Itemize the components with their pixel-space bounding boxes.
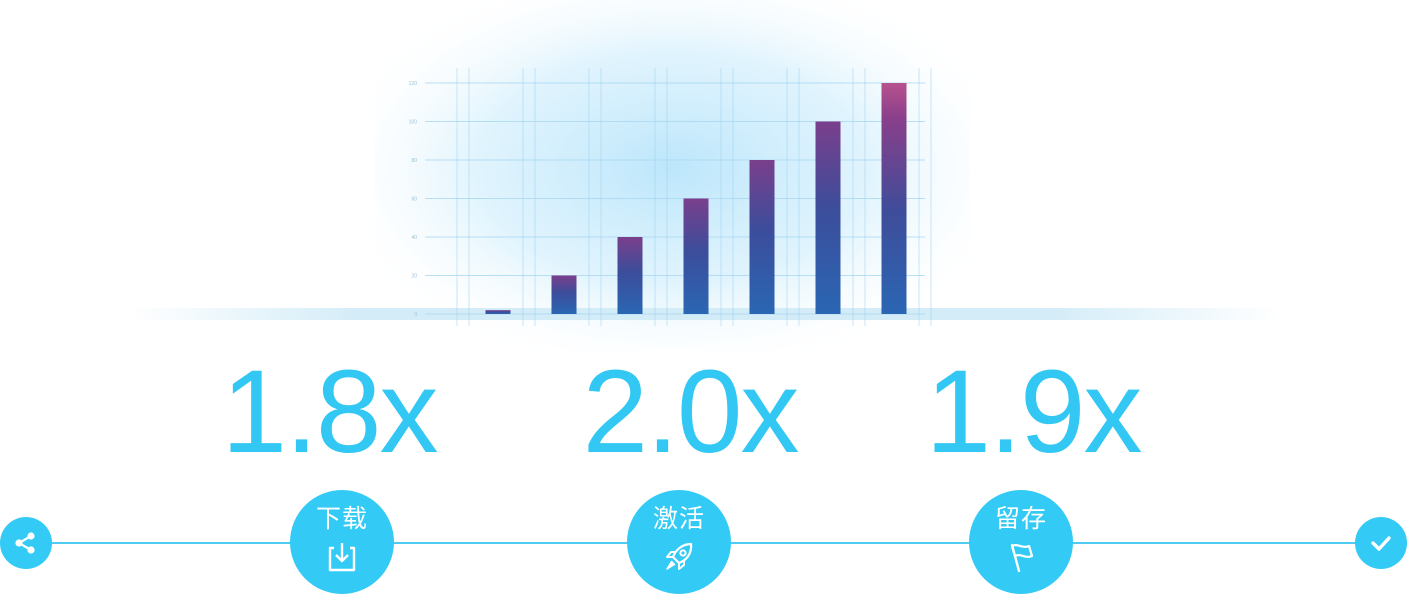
stage-retain-label: 留存 — [994, 504, 1047, 533]
chart-glow — [375, 0, 970, 350]
download-multiplier: 1.8x — [221, 346, 438, 478]
share-icon — [15, 532, 35, 554]
y-tick-label-5: 100 — [409, 120, 418, 126]
stage-activate[interactable]: 激活 — [627, 490, 731, 594]
bar-5 — [815, 121, 841, 314]
flag-icon — [1010, 543, 1034, 573]
stage-retain[interactable]: 留存 — [969, 490, 1073, 594]
retention-multiplier: 1.9x — [925, 346, 1142, 478]
y-tick-label-0: 0 — [414, 312, 417, 318]
stage-download[interactable]: 下载 — [290, 490, 394, 594]
share-button[interactable] — [0, 517, 52, 569]
stage-download-label: 下载 — [315, 504, 368, 533]
activation-multiplier: 2.0x — [582, 346, 799, 478]
download-icon — [328, 543, 356, 572]
y-tick-label-1: 20 — [411, 274, 417, 280]
check-icon — [1371, 536, 1391, 551]
y-tick-label-2: 40 — [411, 235, 417, 241]
chart-bars — [485, 83, 907, 314]
bar-6 — [881, 83, 907, 314]
y-tick-label-6: 120 — [409, 81, 418, 87]
y-tick-label-4: 80 — [411, 158, 417, 164]
bar-0 — [485, 310, 511, 314]
bar-4 — [749, 160, 775, 314]
rocket-icon — [666, 542, 693, 570]
bar-chart: 0 20 40 60 80 100 120 — [130, 0, 1280, 350]
bar-1 — [551, 275, 577, 314]
y-tick-label-3: 60 — [411, 197, 417, 203]
bar-2 — [617, 237, 643, 314]
stage-activate-label: 激活 — [652, 504, 705, 533]
chart-grid: 0 20 40 60 80 100 120 — [409, 68, 932, 326]
bar-3 — [683, 198, 709, 314]
check-button[interactable] — [1355, 517, 1407, 569]
